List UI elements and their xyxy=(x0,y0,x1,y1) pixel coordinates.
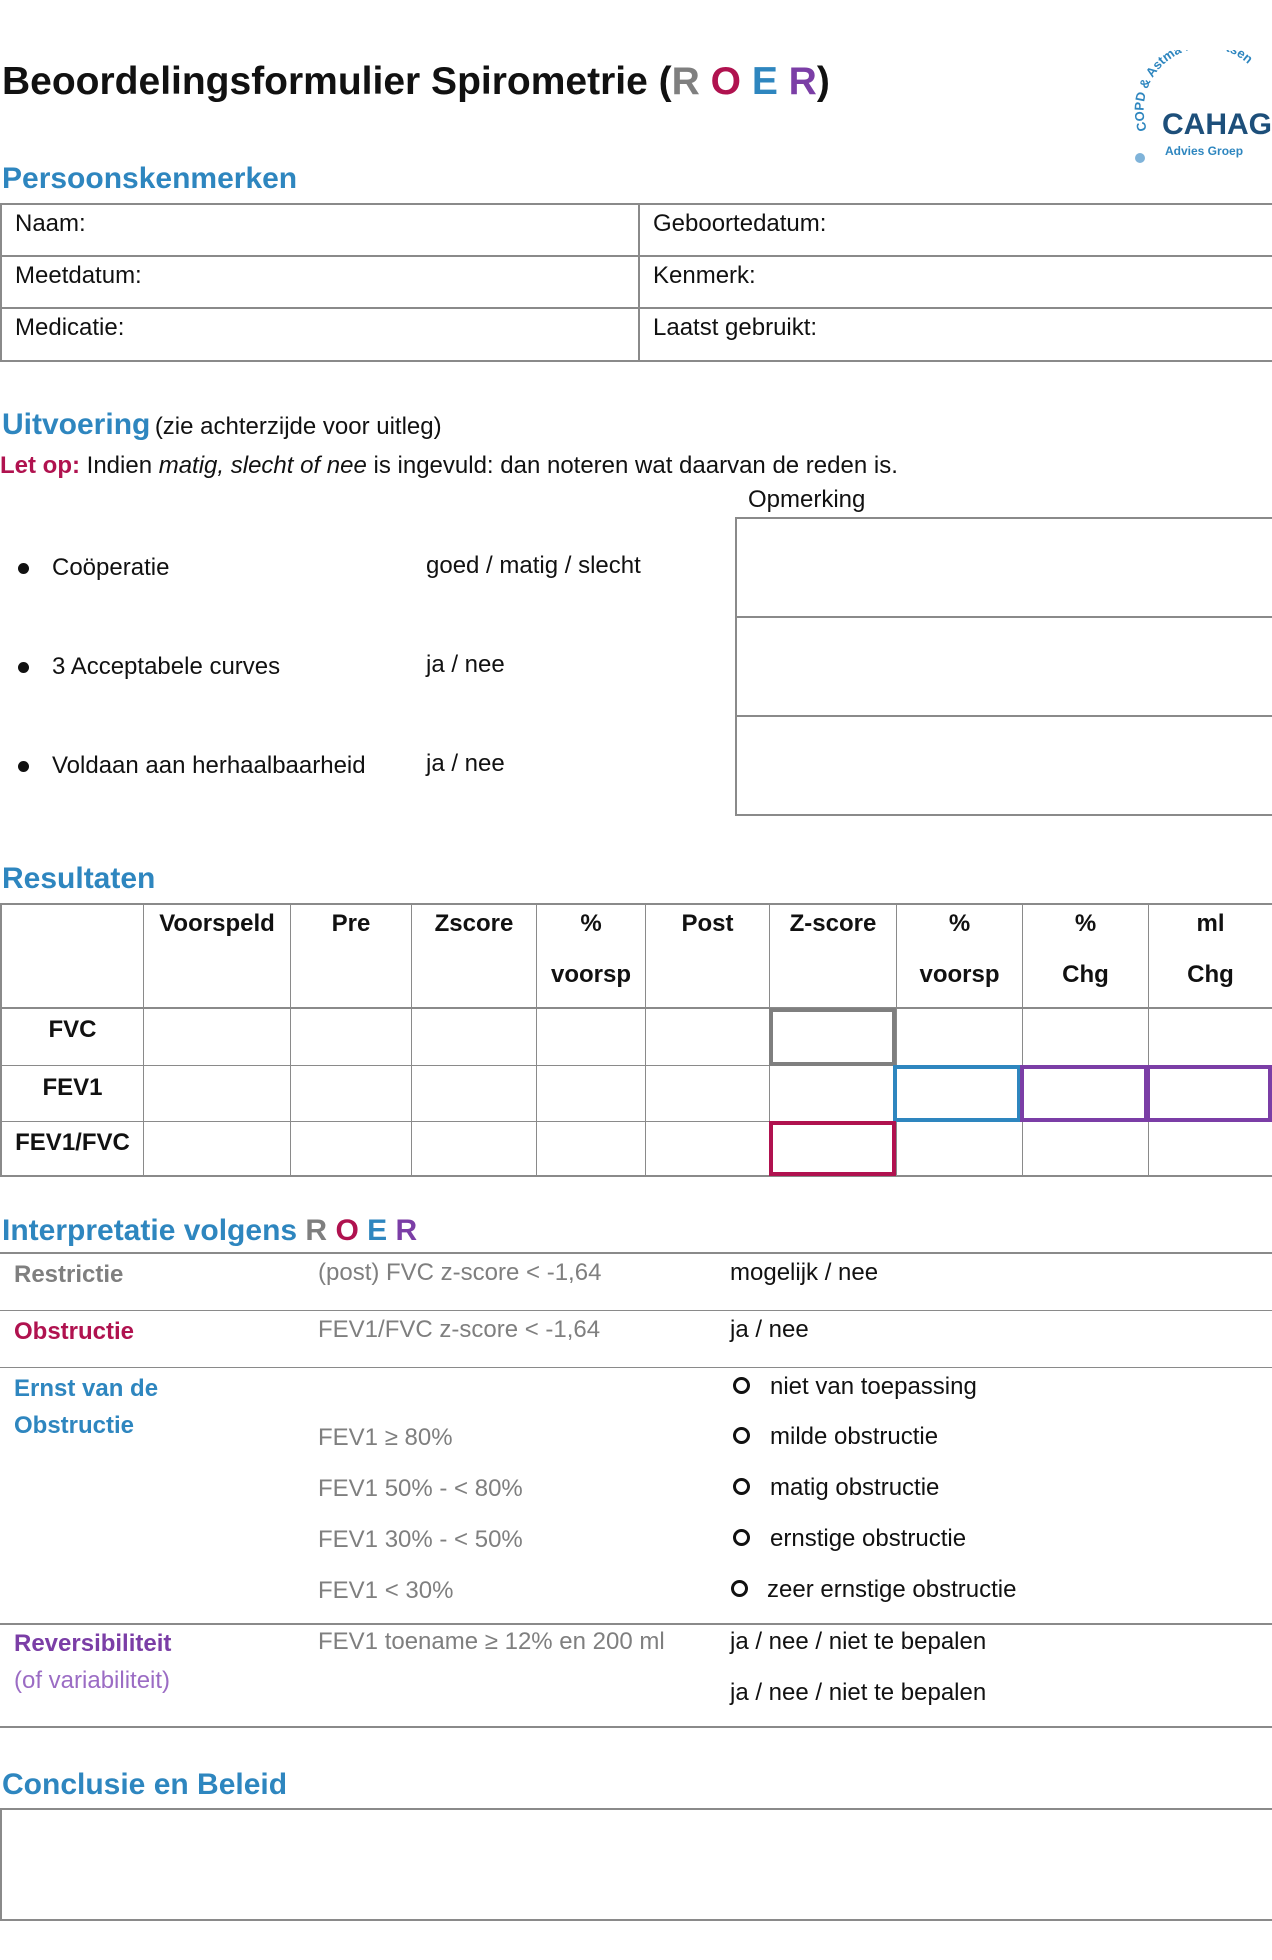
reversibiliteit-label: Reversibiliteit xyxy=(14,1630,172,1657)
ernst-criterion-zeer-ernstig: FEV1 < 30% xyxy=(318,1577,454,1604)
ernst-criterion-ernstig: FEV1 30% - < 50% xyxy=(318,1526,523,1553)
logo-graphic: COPD & Astma Huisartsen xyxy=(1132,36,1256,163)
ernst-label-line1: Ernst van de xyxy=(14,1375,159,1402)
obstructie-label: Obstructie xyxy=(14,1318,135,1345)
col-header-pre: Pre xyxy=(331,910,371,937)
col-header-zscore: Zscore xyxy=(434,910,514,937)
ernst-option-ernstig[interactable]: ernstige obstructie xyxy=(770,1525,967,1552)
opmerking-field-1[interactable] xyxy=(737,519,1272,616)
cooperatie-options[interactable]: goed / matig / slecht xyxy=(426,552,641,579)
curves-label: 3 Acceptabele curves xyxy=(52,653,281,680)
uitvoering-heading-row: Uitvoering (zie achterzijde voor uitleg) xyxy=(2,408,442,442)
let-op-note: Let op: Indien matig, slecht of nee is i… xyxy=(0,452,898,479)
col-header-post: Post xyxy=(681,910,734,937)
fvc-zscore-restrictie-box[interactable] xyxy=(769,1008,896,1066)
medicatie-label: Medicatie: xyxy=(15,314,125,341)
reversibiliteit-options-2[interactable]: ja / nee / niet te bepalen xyxy=(730,1679,987,1706)
opmerking-label: Opmerking xyxy=(748,486,866,513)
reversibiliteit-options-1[interactable]: ja / nee / niet te bepalen xyxy=(730,1628,987,1655)
cahag-logo: COPD & Astma Huisartsen CAHAG Advies Gro… xyxy=(1125,36,1272,165)
ernst-criterion-mild: FEV1 ≥ 80% xyxy=(318,1424,453,1451)
let-op-label: Let op: xyxy=(0,452,80,479)
laatst-gebruikt-label: Laatst gebruikt: xyxy=(653,314,818,341)
uitvoering-heading: Uitvoering xyxy=(2,408,151,441)
col-header-voorsp-post: voorsp xyxy=(919,961,1000,988)
roer-r: R xyxy=(305,1214,328,1247)
ernst-option-mild[interactable]: milde obstructie xyxy=(770,1423,939,1450)
reversibiliteit-criterion: FEV1 toename ≥ 12% en 200 ml xyxy=(318,1628,665,1655)
fev1-pct-chg-reversibiliteit-box[interactable] xyxy=(1020,1065,1148,1122)
kenmerk-label: Kenmerk: xyxy=(653,262,756,289)
ernst-option-matig[interactable]: matig obstructie xyxy=(770,1474,940,1501)
radio-circle-icon[interactable] xyxy=(733,1377,750,1394)
col-header-ml-chg: Chg xyxy=(1187,961,1234,988)
conclusie-heading: Conclusie en Beleid xyxy=(2,1768,288,1801)
roer-r2: R xyxy=(395,1214,418,1247)
title-letter-o: O xyxy=(710,60,741,103)
ernst-label-line2: Obstructie xyxy=(14,1412,135,1439)
resultaten-heading: Resultaten xyxy=(2,862,156,895)
bullet-icon xyxy=(18,761,29,772)
opmerking-field-3[interactable] xyxy=(737,717,1272,814)
variabiliteit-label: (of variabiliteit) xyxy=(14,1667,171,1694)
logo-subtitle: Advies Groep xyxy=(1165,144,1244,158)
col-header-ml: ml xyxy=(1196,910,1225,937)
ernst-option-zeer-ernstig[interactable]: zeer ernstige obstructie xyxy=(767,1576,1017,1603)
roer-e: E xyxy=(367,1214,388,1247)
herhaalbaarheid-options[interactable]: ja / nee xyxy=(426,750,505,777)
curves-options[interactable]: ja / nee xyxy=(426,651,505,678)
opmerking-field-2[interactable] xyxy=(737,618,1272,715)
radio-circle-icon[interactable] xyxy=(733,1478,750,1495)
fev1-ml-chg-reversibiliteit-box[interactable] xyxy=(1146,1065,1272,1122)
page-title: Beoordelingsformulier Spirometrie (R O E… xyxy=(2,60,830,103)
fev1-fvc-zscore-obstructie-box[interactable] xyxy=(769,1121,896,1176)
col-header-pct-chg: % xyxy=(1074,910,1097,937)
title-letter-e: E xyxy=(751,60,778,103)
col-header-pct-post: % xyxy=(948,910,971,937)
geboortedatum-label: Geboortedatum: xyxy=(653,210,827,237)
ernst-option-niet-van-toepassing[interactable]: niet van toepassing xyxy=(770,1373,977,1400)
radio-circle-icon[interactable] xyxy=(731,1580,748,1597)
obstructie-criterion: FEV1/FVC z-score < -1,64 xyxy=(318,1316,601,1343)
interpretatie-heading: Interpretatie volgens R O E R xyxy=(2,1214,418,1247)
herhaalbaarheid-label: Voldaan aan herhaalbaarheid xyxy=(52,752,366,779)
col-header-pct: % xyxy=(580,910,602,937)
ernst-criterion-matig: FEV1 50% - < 80% xyxy=(318,1475,523,1502)
col-header-z-score-post: Z-score xyxy=(789,910,877,937)
col-header-voorspeld: Voorspeld xyxy=(159,910,275,937)
bullet-icon xyxy=(18,662,29,673)
col-header-chg: Chg xyxy=(1062,961,1109,988)
conclusie-field[interactable] xyxy=(2,1810,1272,1919)
naam-label: Naam: xyxy=(15,210,86,237)
obstructie-options[interactable]: ja / nee xyxy=(730,1316,809,1343)
logo-dot xyxy=(1135,153,1145,163)
radio-circle-icon[interactable] xyxy=(733,1427,750,1444)
restrictie-label: Restrictie xyxy=(14,1261,124,1288)
restrictie-criterion: (post) FVC z-score < -1,64 xyxy=(318,1259,602,1286)
row-label-fvc: FVC xyxy=(48,1016,97,1043)
row-label-fev1-fvc: FEV1/FVC xyxy=(15,1129,130,1156)
bullet-icon xyxy=(18,563,29,574)
fev1-voorsp-ernst-box[interactable] xyxy=(893,1065,1021,1122)
restrictie-options[interactable]: mogelijk / nee xyxy=(730,1259,879,1286)
roer-o: O xyxy=(335,1214,359,1247)
meetdatum-label: Meetdatum: xyxy=(15,262,142,289)
title-letter-r: R xyxy=(671,60,700,103)
uitvoering-note: (zie achterzijde voor uitleg) xyxy=(154,413,442,440)
row-label-fev1: FEV1 xyxy=(42,1074,103,1101)
cooperatie-label: Coöperatie xyxy=(52,554,170,581)
persoonskenmerken-heading: Persoonskenmerken xyxy=(2,162,298,195)
logo-name: CAHAG xyxy=(1162,108,1272,141)
radio-circle-icon[interactable] xyxy=(733,1529,750,1546)
col-header-voorsp: voorsp xyxy=(550,961,631,988)
title-letter-r2: R xyxy=(788,60,817,103)
